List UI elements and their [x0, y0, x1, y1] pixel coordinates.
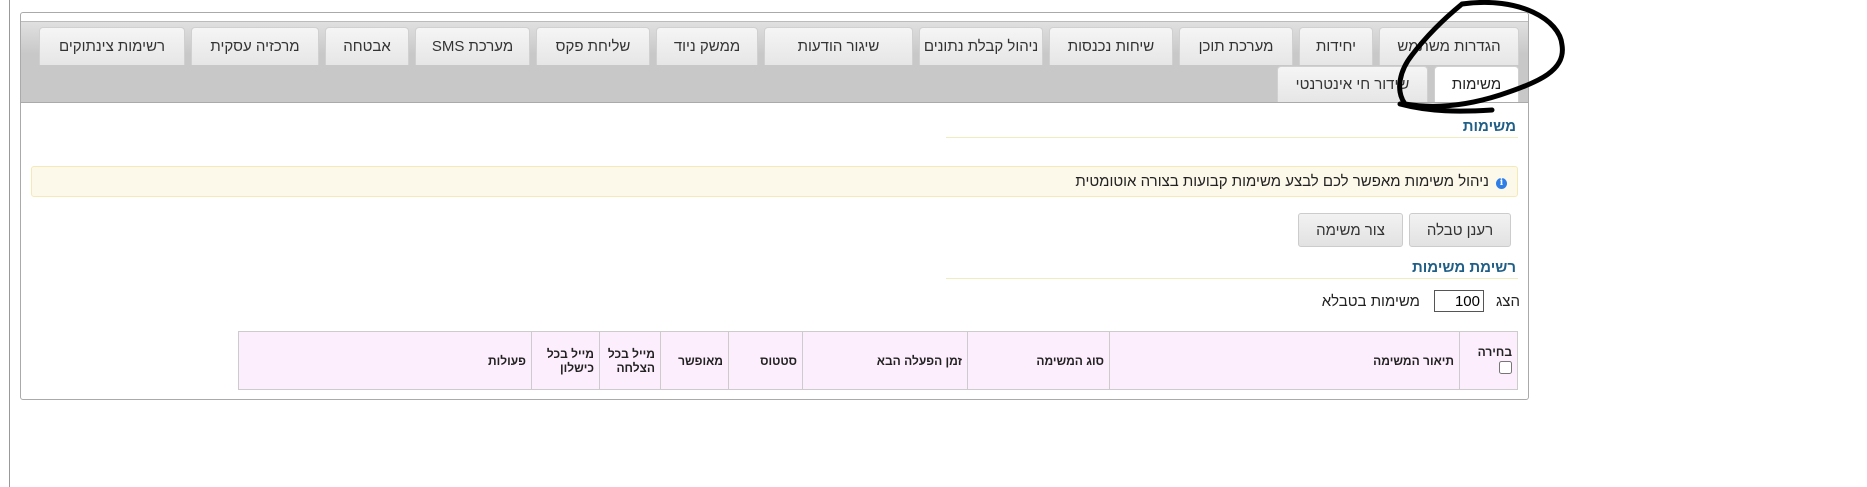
col-actions: פעולות [238, 331, 532, 390]
info-text: ניהול משימות מאפשר לכם לבצע משימות קבועו… [1075, 173, 1489, 190]
col-mail-failure[interactable]: מייל בכל כישלון [531, 331, 600, 390]
info-icon: i [1496, 177, 1507, 189]
col-select-label: בחירה [1477, 344, 1512, 359]
tab-tasks[interactable]: משימות [1434, 66, 1519, 102]
tab-bar: הגדרות משתמש יחידות מערכת תוכן שיחות נכנ… [21, 21, 1528, 103]
tab-live-broadcast[interactable]: שידור חי אינטרנטי [1277, 66, 1428, 102]
col-status[interactable]: סטטוס [728, 331, 803, 390]
col-enabled[interactable]: מאופשר [660, 331, 729, 390]
list-divider [946, 278, 1518, 279]
tab-send-messages[interactable]: שיגור הודעות [764, 27, 913, 65]
tab-security[interactable]: אבטחה [325, 27, 409, 65]
col-next-run[interactable]: זמן הפעלה הבא [802, 331, 968, 390]
create-task-button[interactable]: צור משימה [1298, 213, 1403, 247]
tab-user-settings[interactable]: הגדרות משתמש [1379, 27, 1519, 65]
left-border [9, 0, 10, 487]
list-title: רשימת משימות [1411, 259, 1516, 276]
col-task-type[interactable]: סוג המשימה [967, 331, 1110, 390]
tasks-panel: הגדרות משתמש יחידות מערכת תוכן שיחות נכנ… [20, 12, 1529, 400]
tab-fax[interactable]: שליחת פקס [536, 27, 650, 65]
tab-pbx[interactable]: מרכזיה עסקית [191, 27, 319, 65]
col-description[interactable]: תיאור המשימה [1109, 331, 1460, 390]
tab-content-system[interactable]: מערכת תוכן [1179, 27, 1293, 65]
select-all-checkbox[interactable] [1499, 360, 1512, 374]
page-size-row: הצג משימות בטבלא [1322, 290, 1520, 312]
col-mail-success[interactable]: מייל בכל הצלחה [599, 331, 661, 390]
tab-ping-lists[interactable]: רשימות צינתוקים [39, 27, 185, 65]
tasks-table: בחירה תיאור המשימה סוג המשימה זמן הפעלה … [238, 331, 1518, 390]
show-label: הצג [1495, 292, 1520, 310]
table-header-row: בחירה תיאור המשימה סוג המשימה זמן הפעלה … [238, 331, 1518, 390]
section-divider [946, 137, 1518, 138]
show-suffix: משימות בטבלא [1321, 292, 1420, 310]
refresh-table-button[interactable]: רענן טבלה [1409, 213, 1511, 247]
col-select: בחירה [1459, 331, 1518, 390]
tab-data-reception[interactable]: ניהול קבלת נתונים [919, 27, 1043, 65]
section-title: משימות [1462, 118, 1516, 135]
tab-porting[interactable]: ממשק ניוד [656, 27, 758, 65]
tab-incoming-calls[interactable]: שיחות נכנסות [1049, 27, 1173, 65]
tab-sms[interactable]: מערכת SMS [415, 27, 530, 65]
page-size-input[interactable] [1433, 290, 1484, 312]
tab-units[interactable]: יחידות [1299, 27, 1373, 65]
info-box: i ניהול משימות מאפשר לכם לבצע משימות קבו… [31, 166, 1518, 197]
